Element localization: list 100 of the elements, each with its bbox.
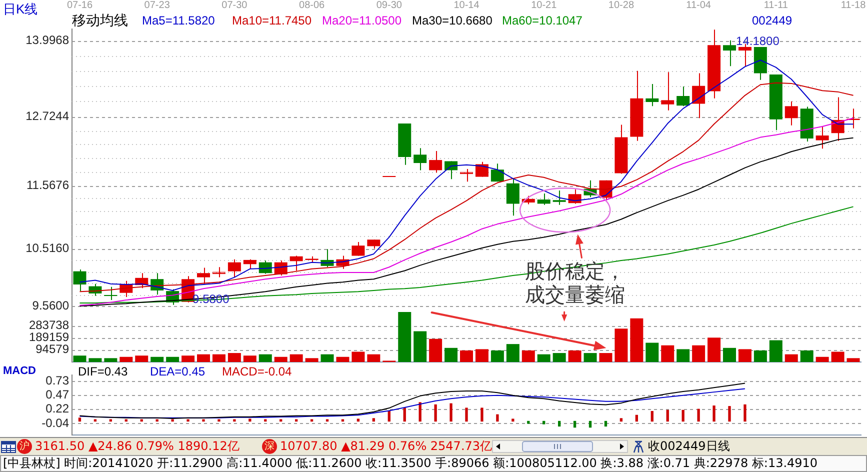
x-tick-label: 11-04 [686,0,712,11]
x-tick-label: 08-06 [299,0,326,11]
bar [769,340,782,362]
bar [398,312,412,362]
bar [650,411,654,422]
bar [475,349,488,362]
bar [243,356,256,362]
bar [754,350,767,362]
y-tick-label: 0.73 [46,373,70,388]
candlestick [475,161,488,178]
chart-title: 日K线 [3,2,38,17]
text: [中县林杖] 时间:20141020 开:11.2900 高:11.4000 低:11.2600 收:11.3500 手:89066 额:100805112.00 换:3.88 涨:0.71 典:22978 标:13.4910 [3,456,818,471]
x-tick-label: 09-30 [376,0,402,11]
x-tick-label: 11-18 [840,0,866,11]
x-tick-label: 07-30 [222,0,248,11]
bar [552,353,566,362]
x-tick-label: 07-23 [144,0,170,11]
candlestick [290,255,303,272]
bar [88,358,102,362]
x-tick-label: 11-11 [764,0,788,11]
bar [744,404,746,422]
bar [635,414,638,422]
bar [620,418,623,422]
text: MACD=-0.04 [222,364,292,378]
bar [800,350,814,362]
annotation: 14.1800 [736,34,780,48]
candlestick [490,163,504,182]
bar [171,419,174,422]
text: 3161.50 ▲24.86 0.79% 1890.12亿 [35,439,240,454]
bar [418,402,422,422]
bar [166,356,180,362]
x-tick-label: 10-14 [454,0,480,11]
y-tick-label: 9.5600 [32,298,70,312]
bar [305,358,318,362]
candlestick [552,190,566,206]
bar [512,418,514,422]
candlestick [816,126,829,150]
bar [676,349,690,362]
bar [450,403,452,422]
candlestick [352,242,365,256]
bar [666,410,669,422]
y-tick-label: 0.47 [46,388,70,402]
candlestick [228,258,241,278]
bar [233,419,236,422]
bar [460,350,473,362]
bar [708,338,721,362]
bar [568,350,582,362]
bar [248,418,252,422]
y-tick-label: 12.7244 [26,109,70,123]
bar [78,418,82,422]
round-badge: 沪 [17,439,32,454]
bar [258,354,272,362]
bar [197,354,210,362]
y-tick-label: -0.04 [42,416,70,430]
chart-title: MACD [3,365,36,378]
bar [728,406,731,422]
y-tick-label: 94579 [36,342,70,356]
candlestick [723,40,736,67]
bar [218,419,220,422]
x-tick-label: 10-28 [608,0,634,11]
text: 10707.80 ▲81.29 0.76% 2547.73亿 [280,439,492,454]
annotation: 成交量萎缩 [524,282,625,306]
bar [604,420,608,427]
bar [738,349,752,362]
round-badge: 深 [262,439,277,454]
bar [527,420,530,424]
y-tick-label: 13.9968 [26,32,70,47]
x-tick-label: 10-21 [531,0,558,11]
text: Ma30=10.6680 [412,13,493,28]
bar [522,350,535,362]
text: Ma10=11.7450 [232,13,312,28]
bar [573,420,576,428]
candlestick [692,72,706,119]
bar [228,353,241,362]
text: Ma20=11.0500 [322,13,402,28]
bar [465,408,468,422]
bar [588,420,592,428]
bar [186,419,190,422]
y-tick-label: 283738 [28,318,70,332]
text: DEA=0.45 [150,364,206,378]
bar [434,404,437,422]
bar [429,338,442,362]
y-tick-label: 11.5676 [26,178,70,192]
text: 收002449日线 [648,439,730,454]
bar [356,418,360,422]
bar [831,352,844,362]
bar [816,356,829,362]
bar [496,414,499,422]
bar [661,345,674,362]
bar [73,356,86,362]
candlestick [537,193,550,206]
bar [558,420,561,427]
bar [614,328,628,362]
bar [336,356,350,362]
y-tick-label: 0.22 [46,401,70,416]
bar [104,358,118,362]
bar [697,408,700,422]
candlestick [243,258,256,270]
bar [630,318,644,362]
text: Ma5=11.5820 [142,13,216,28]
